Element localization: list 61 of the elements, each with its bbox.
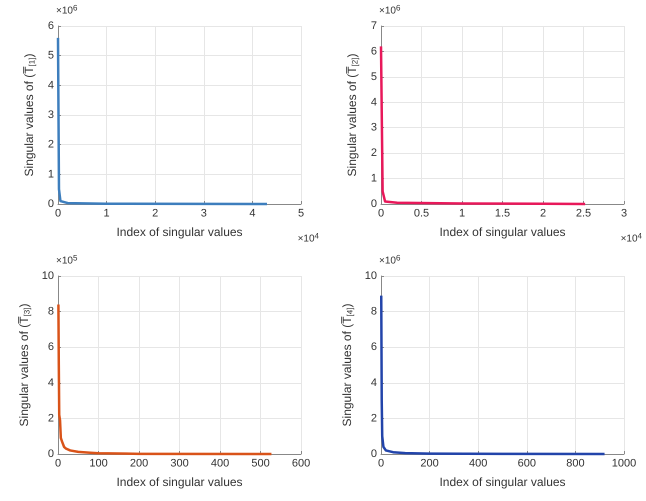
- x-tick-label: 3: [200, 208, 207, 220]
- x-tick-label: 400: [469, 458, 488, 470]
- x-tick-label: 200: [130, 458, 148, 470]
- line-series: [380, 294, 606, 456]
- y-tick-label: 0: [370, 448, 377, 460]
- y-tick-label: 1: [48, 168, 54, 180]
- x-tick-label: 3: [620, 208, 628, 220]
- x-tick-label: 500: [251, 458, 270, 470]
- x-tick-label: 2: [152, 208, 158, 220]
- y-tick-label: 6: [370, 341, 377, 354]
- y-tick-label: 2: [370, 147, 377, 160]
- x-tick-label: 200: [420, 458, 439, 470]
- y-tick-label: 0: [48, 448, 54, 460]
- y-axis-title: Singular values of (T̅[4]): [340, 304, 354, 426]
- line-series: [380, 45, 586, 206]
- y-tick-label: 4: [370, 96, 377, 108]
- x-tick-label: 1.5: [494, 208, 510, 220]
- x-axis-title: Index of singular values: [116, 475, 243, 489]
- x-tick-label: 2.5: [576, 208, 592, 220]
- x-tick-label: 4: [249, 208, 256, 220]
- y-tick-label: 8: [370, 306, 377, 318]
- y-tick-label: 4: [48, 79, 54, 92]
- y-tick-label: 5: [370, 70, 377, 83]
- line-series: [56, 36, 268, 206]
- x-tick-label: 2: [540, 208, 546, 220]
- x-tick-label: 100: [89, 458, 108, 470]
- x-axis-title: Index of singular values: [439, 475, 566, 489]
- y-tick-label: 2: [48, 412, 54, 424]
- y-tick-label: 6: [370, 45, 377, 58]
- y-tick-label: 0: [370, 198, 377, 210]
- y-tick-label: 6: [48, 20, 54, 32]
- y-tick-label: 5: [48, 50, 54, 62]
- y-tick-label: 2: [48, 138, 54, 151]
- x-axis-title: Index of singular values: [116, 225, 243, 239]
- y-tick-label: 1: [370, 172, 377, 185]
- x-tick-label: 1000: [612, 458, 636, 470]
- x-tick-label: 5: [298, 208, 304, 220]
- x-tick-label: 600: [518, 458, 536, 470]
- y-tick-label: 3: [48, 109, 54, 121]
- y-tick-label: 10: [42, 270, 54, 282]
- x-tick-label: 400: [210, 458, 230, 470]
- y-tick-label: 10: [364, 270, 377, 282]
- y-axis-title: Singular values of (T̅[1]): [22, 54, 36, 176]
- x-tick-label: 300: [170, 458, 189, 470]
- y-tick-label: 4: [370, 376, 377, 389]
- x-tick-label: 0.5: [414, 208, 430, 220]
- y-tick-label: 3: [370, 122, 377, 134]
- x-tick-label: 600: [292, 458, 310, 470]
- x-tick-label: 800: [566, 458, 585, 470]
- y-tick-label: 4: [48, 376, 54, 389]
- x-tick-label: 1: [104, 208, 110, 220]
- y-tick-label: 8: [48, 306, 54, 318]
- x-axis-title: Index of singular values: [439, 225, 566, 239]
- y-tick-label: 0: [48, 198, 54, 210]
- line-series: [57, 303, 273, 456]
- y-tick-label: 6: [48, 341, 54, 354]
- y-tick-label: 7: [370, 20, 377, 32]
- y-tick-label: 2: [370, 412, 377, 424]
- y-axis-title: Singular values of (T̅[2]): [345, 54, 360, 176]
- y-axis-title: Singular values of (T̅[3]): [16, 304, 32, 426]
- x-tick-label: 1: [458, 208, 466, 220]
